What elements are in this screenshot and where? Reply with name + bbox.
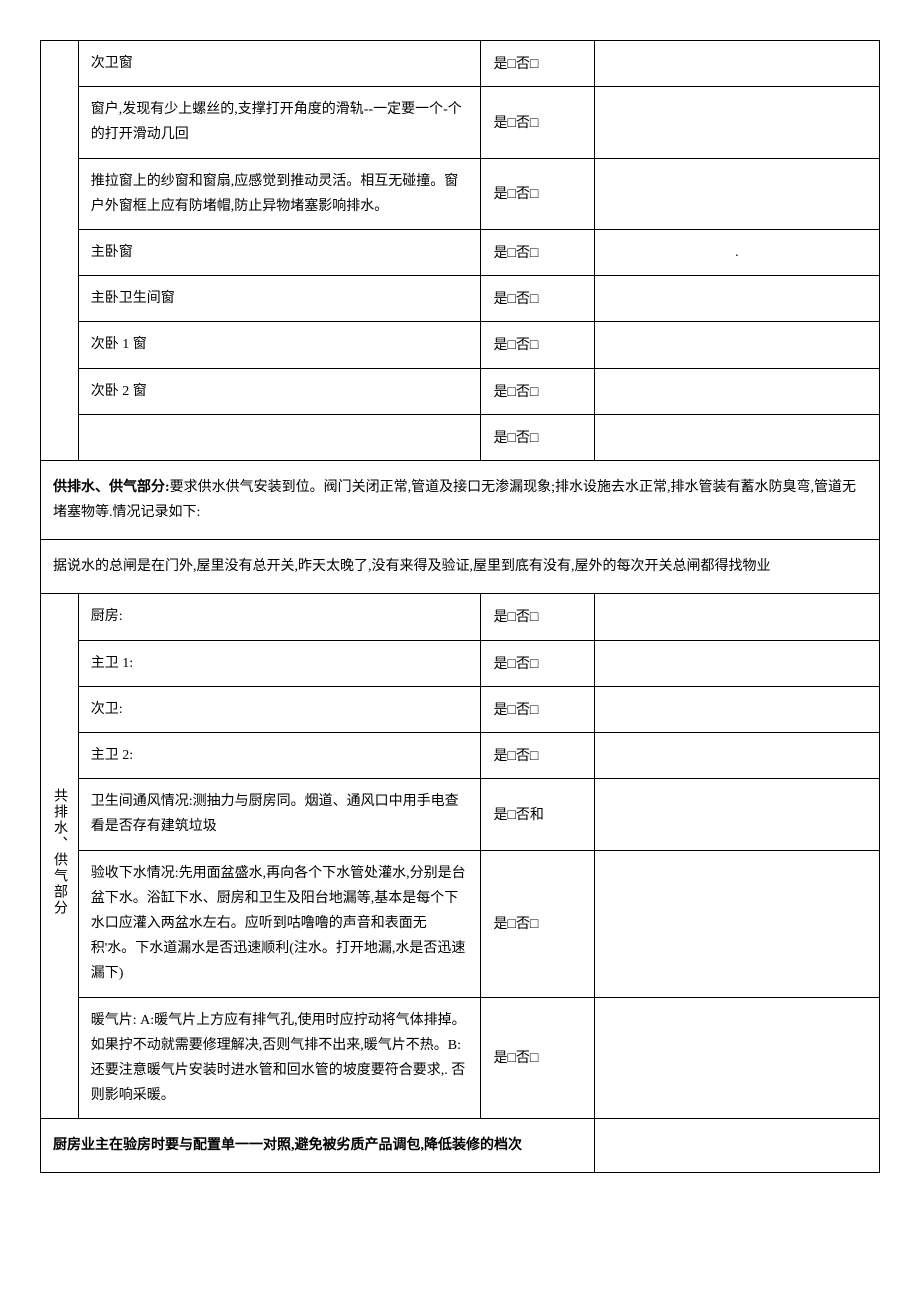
row-check: 是□否□ bbox=[481, 322, 594, 368]
row-desc: 主卫 1: bbox=[78, 640, 481, 686]
section2-header-rest: 要求供水供气安装到位。阀门关闭正常,管道及接口无渗漏现象;排水设施去水正常,排水… bbox=[53, 480, 856, 520]
table-row: 主卫 2: 是□否□ bbox=[41, 733, 880, 779]
section2-subnote-row: 据说水的总闸是在门外,屋里没有总开关,昨天太晚了,没有来得及验证,屋里到底有没有… bbox=[41, 540, 880, 594]
row-check: 是□否□ bbox=[481, 640, 594, 686]
row-desc: 次卫: bbox=[78, 686, 481, 732]
row-check: 是□否□ bbox=[481, 368, 594, 414]
table-row: 次卫: 是□否□ bbox=[41, 686, 880, 732]
table-row: 卫生间通风情况:测抽力与厨房同。烟道、通风口中用手电查看是否存有建筑垃圾 是□否… bbox=[41, 779, 880, 850]
row-note: . bbox=[594, 229, 879, 275]
row-desc: 厨房: bbox=[78, 594, 481, 640]
row-note bbox=[594, 87, 879, 158]
section2-header-row: 供排水、供气部分:要求供水供气安装到位。阀门关闭正常,管道及接口无渗漏现象;排水… bbox=[41, 460, 880, 539]
row-check: 是□否□ bbox=[481, 414, 594, 460]
row-check: 是□否□ bbox=[481, 229, 594, 275]
table-row: 窗户,发现有少上螺丝的,支撑打开角度的滑轨--一定要一个-个的打开滑动几回 是□… bbox=[41, 87, 880, 158]
row-check: 是□否□ bbox=[481, 733, 594, 779]
row-check: 是□否□ bbox=[481, 276, 594, 322]
row-desc: 主卧窗 bbox=[78, 229, 481, 275]
row-desc: 次卧 2 窗 bbox=[78, 368, 481, 414]
row-note bbox=[594, 733, 879, 779]
row-note bbox=[594, 414, 879, 460]
row-check: 是□否□ bbox=[481, 158, 594, 229]
section4-header-row: 厨房业主在验房时要与配置单一一对照,避免被劣质产品调包,降低装修的档次 bbox=[41, 1119, 880, 1173]
row-desc bbox=[78, 414, 481, 460]
row-note bbox=[594, 368, 879, 414]
inspection-table: 次卫窗 是□否□ 窗户,发现有少上螺丝的,支撑打开角度的滑轨--一定要一个-个的… bbox=[40, 40, 880, 1173]
row-check: 是□否□ bbox=[481, 850, 594, 997]
row-desc: 次卧 1 窗 bbox=[78, 322, 481, 368]
section2-header: 供排水、供气部分:要求供水供气安装到位。阀门关闭正常,管道及接口无渗漏现象;排水… bbox=[41, 460, 880, 539]
table-row: 主卫 1: 是□否□ bbox=[41, 640, 880, 686]
table-row: 是□否□ bbox=[41, 414, 880, 460]
row-desc: 主卫 2: bbox=[78, 733, 481, 779]
table-row: 暖气片: A:暖气片上方应有排气孔,使用时应拧动将气体排掉。如果拧不动就需要修理… bbox=[41, 997, 880, 1119]
row-note bbox=[594, 158, 879, 229]
row-desc: 验收下水情况:先用面盆盛水,再向各个下水管处灌水,分别是台盆下水。浴缸下水、厨房… bbox=[78, 850, 481, 997]
row-note bbox=[594, 850, 879, 997]
row-note bbox=[594, 594, 879, 640]
row-note bbox=[594, 640, 879, 686]
section3-label-cell: 共排水、供气部分 bbox=[41, 594, 79, 1119]
row-check: 是□否和 bbox=[481, 779, 594, 850]
table-row: 推拉窗上的纱窗和窗扇,应感觉到推动灵活。相互无碰撞。窗户外窗框上应有防堵帽,防止… bbox=[41, 158, 880, 229]
row-check: 是□否□ bbox=[481, 41, 594, 87]
row-desc: 暖气片: A:暖气片上方应有排气孔,使用时应拧动将气体排掉。如果拧不动就需要修理… bbox=[78, 997, 481, 1119]
row-note bbox=[594, 779, 879, 850]
section4-note bbox=[594, 1119, 879, 1173]
section2-subnote: 据说水的总闸是在门外,屋里没有总开关,昨天太晚了,没有来得及验证,屋里到底有没有… bbox=[41, 540, 880, 594]
row-desc: 次卫窗 bbox=[78, 41, 481, 87]
row-check: 是□否□ bbox=[481, 87, 594, 158]
table-row: 次卫窗 是□否□ bbox=[41, 41, 880, 87]
table-row: 共排水、供气部分 厨房: 是□否□ bbox=[41, 594, 880, 640]
section1-label-cell bbox=[41, 41, 79, 461]
row-check: 是□否□ bbox=[481, 594, 594, 640]
row-note bbox=[594, 322, 879, 368]
section4-header: 厨房业主在验房时要与配置单一一对照,避免被劣质产品调包,降低装修的档次 bbox=[41, 1119, 595, 1173]
row-desc: 卫生间通风情况:测抽力与厨房同。烟道、通风口中用手电查看是否存有建筑垃圾 bbox=[78, 779, 481, 850]
section3-label: 共排水、供气部分 bbox=[47, 788, 72, 916]
table-row: 次卧 2 窗 是□否□ bbox=[41, 368, 880, 414]
row-note bbox=[594, 686, 879, 732]
table-row: 验收下水情况:先用面盆盛水,再向各个下水管处灌水,分别是台盆下水。浴缸下水、厨房… bbox=[41, 850, 880, 997]
table-row: 次卧 1 窗 是□否□ bbox=[41, 322, 880, 368]
row-desc: 窗户,发现有少上螺丝的,支撑打开角度的滑轨--一定要一个-个的打开滑动几回 bbox=[78, 87, 481, 158]
section2-header-bold: 供排水、供气部分: bbox=[53, 480, 170, 495]
row-check: 是□否□ bbox=[481, 997, 594, 1119]
row-note bbox=[594, 276, 879, 322]
row-desc: 主卧卫生间窗 bbox=[78, 276, 481, 322]
row-check: 是□否□ bbox=[481, 686, 594, 732]
row-desc: 推拉窗上的纱窗和窗扇,应感觉到推动灵活。相互无碰撞。窗户外窗框上应有防堵帽,防止… bbox=[78, 158, 481, 229]
table-row: 主卧窗 是□否□ . bbox=[41, 229, 880, 275]
row-note bbox=[594, 41, 879, 87]
row-note bbox=[594, 997, 879, 1119]
section4-header-text: 厨房业主在验房时要与配置单一一对照,避免被劣质产品调包,降低装修的档次 bbox=[53, 1138, 522, 1153]
table-row: 主卧卫生间窗 是□否□ bbox=[41, 276, 880, 322]
